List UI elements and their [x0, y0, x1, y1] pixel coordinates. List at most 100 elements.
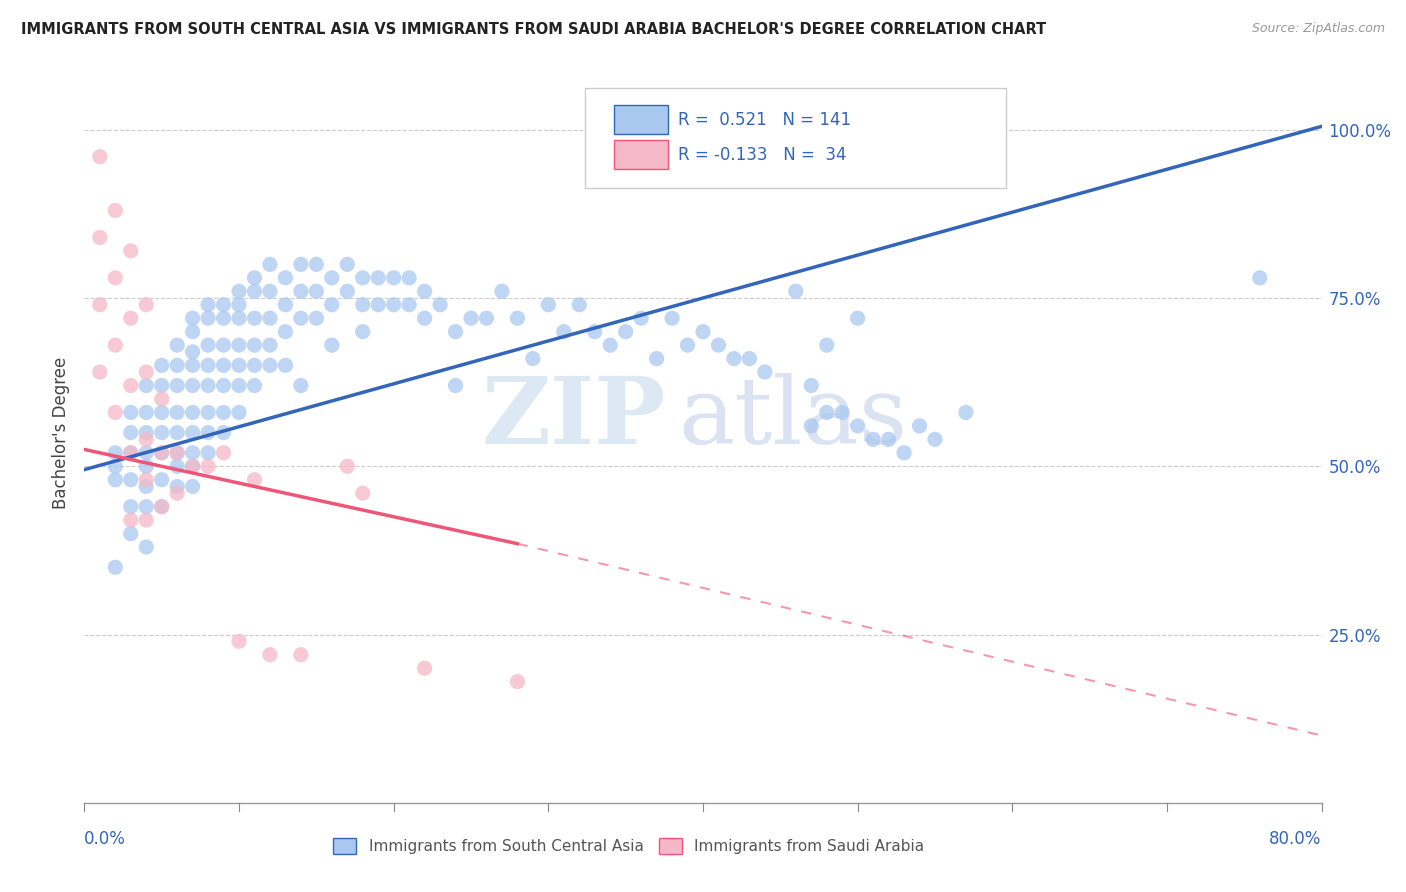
Point [336, 285, 359, 299]
Point [135, 405, 157, 419]
Point [707, 338, 730, 352]
Point [846, 418, 869, 433]
Point [181, 479, 204, 493]
Point [120, 526, 142, 541]
Point [553, 325, 575, 339]
Point [877, 433, 900, 447]
Point [104, 338, 127, 352]
Point [89, 365, 111, 379]
Point [228, 634, 250, 648]
Point [522, 351, 544, 366]
Point [212, 298, 235, 312]
Point [228, 338, 250, 352]
Point [150, 500, 173, 514]
Point [228, 285, 250, 299]
Point [800, 378, 823, 392]
Point [135, 513, 157, 527]
Point [924, 433, 946, 447]
Point [135, 473, 157, 487]
Point [491, 285, 513, 299]
Point [212, 338, 235, 352]
Point [120, 446, 142, 460]
Point [599, 338, 621, 352]
Point [181, 459, 204, 474]
Point [290, 378, 312, 392]
Point [104, 446, 127, 460]
Point [367, 298, 389, 312]
Point [274, 298, 297, 312]
Point [166, 405, 188, 419]
Point [212, 311, 235, 326]
Point [382, 298, 405, 312]
Point [181, 325, 204, 339]
Point [413, 661, 436, 675]
Point [754, 365, 776, 379]
Point [166, 359, 188, 373]
Point [290, 257, 312, 271]
Point [243, 311, 266, 326]
Point [583, 325, 606, 339]
Point [197, 311, 219, 326]
FancyBboxPatch shape [585, 88, 1007, 188]
Point [444, 378, 467, 392]
Point [321, 270, 343, 285]
Point [676, 338, 699, 352]
Point [135, 446, 157, 460]
Point [274, 270, 297, 285]
Point [212, 378, 235, 392]
Point [89, 230, 111, 244]
Point [259, 311, 281, 326]
Text: IMMIGRANTS FROM SOUTH CENTRAL ASIA VS IMMIGRANTS FROM SAUDI ARABIA BACHELOR'S DE: IMMIGRANTS FROM SOUTH CENTRAL ASIA VS IM… [21, 22, 1046, 37]
Point [197, 405, 219, 419]
Point [460, 311, 482, 326]
Point [274, 325, 297, 339]
Point [197, 378, 219, 392]
Point [630, 311, 652, 326]
Text: ZIP: ZIP [482, 373, 666, 463]
Point [150, 392, 173, 406]
Point [614, 325, 637, 339]
Point [738, 351, 761, 366]
Point [197, 359, 219, 373]
Point [120, 425, 142, 440]
Point [413, 285, 436, 299]
Point [243, 473, 266, 487]
Point [135, 425, 157, 440]
Point [166, 446, 188, 460]
Point [197, 338, 219, 352]
Point [429, 298, 451, 312]
Point [893, 446, 915, 460]
Point [290, 311, 312, 326]
Point [89, 298, 111, 312]
Point [290, 285, 312, 299]
Point [815, 405, 838, 419]
Point [181, 359, 204, 373]
Point [181, 405, 204, 419]
Point [197, 459, 219, 474]
Point [305, 257, 328, 271]
Point [831, 405, 853, 419]
Point [166, 486, 188, 500]
Point [692, 325, 714, 339]
Point [166, 378, 188, 392]
Point [661, 311, 683, 326]
Point [228, 311, 250, 326]
Point [243, 359, 266, 373]
Point [352, 325, 374, 339]
Point [181, 425, 204, 440]
Point [212, 359, 235, 373]
Point [181, 344, 204, 359]
Point [846, 311, 869, 326]
Point [382, 270, 405, 285]
Point [568, 298, 591, 312]
Point [120, 446, 142, 460]
Point [104, 270, 127, 285]
Point [150, 473, 173, 487]
Point [475, 311, 498, 326]
Point [150, 359, 173, 373]
Point [367, 270, 389, 285]
Point [135, 459, 157, 474]
Point [166, 338, 188, 352]
Point [150, 500, 173, 514]
Point [104, 405, 127, 419]
